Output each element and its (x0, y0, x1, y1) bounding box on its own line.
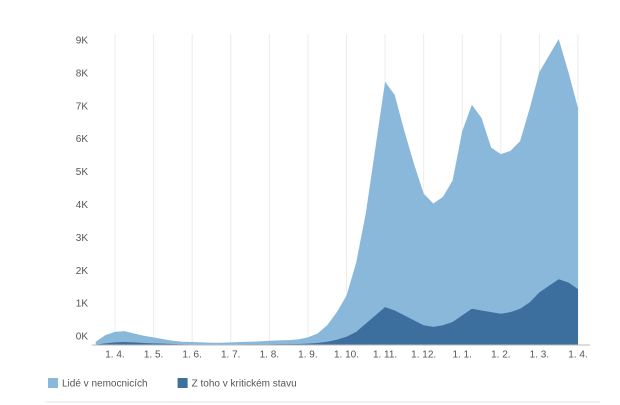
legend-label: Z toho v kritickém stavu (192, 379, 297, 390)
legend-label: Lidé v nemocnicích (62, 379, 148, 390)
x-tick-label: 1. 8. (260, 350, 279, 361)
y-tick-label: 2K (76, 266, 89, 277)
x-tick-label: 1. 12. (411, 350, 436, 361)
x-tick-label: 1. 4. (568, 350, 587, 361)
y-tick-label: 3K (76, 233, 89, 244)
y-tick-label: 0K (76, 332, 89, 343)
x-tick-label: 1. 3. (530, 350, 549, 361)
y-tick-label: 4K (76, 200, 89, 211)
y-tick-label: 5K (76, 167, 89, 178)
area (95, 39, 578, 345)
y-tick-label: 6K (76, 134, 89, 145)
x-tick-label: 1. 10. (334, 350, 359, 361)
x-tick-label: 1. 5. (144, 350, 163, 361)
x-tick-label: 1. 11. (373, 350, 397, 361)
area (95, 279, 578, 345)
legend-swatch (48, 378, 58, 388)
x-tick-label: 1. 1. (453, 350, 472, 361)
y-tick-label: 8K (76, 68, 89, 79)
x-tick-label: 1. 6. (182, 350, 201, 361)
y-tick-label: 7K (76, 101, 89, 112)
x-tick-label: 1. 9. (298, 350, 317, 361)
legend-swatch (177, 378, 188, 388)
y-tick-label: 1K (76, 299, 89, 310)
y-tick-label: 9K (76, 36, 89, 47)
x-tick-label: 1. 2. (491, 350, 510, 361)
x-tick-label: 1. 4. (105, 350, 124, 361)
x-tick-label: 1. 7. (221, 350, 240, 361)
